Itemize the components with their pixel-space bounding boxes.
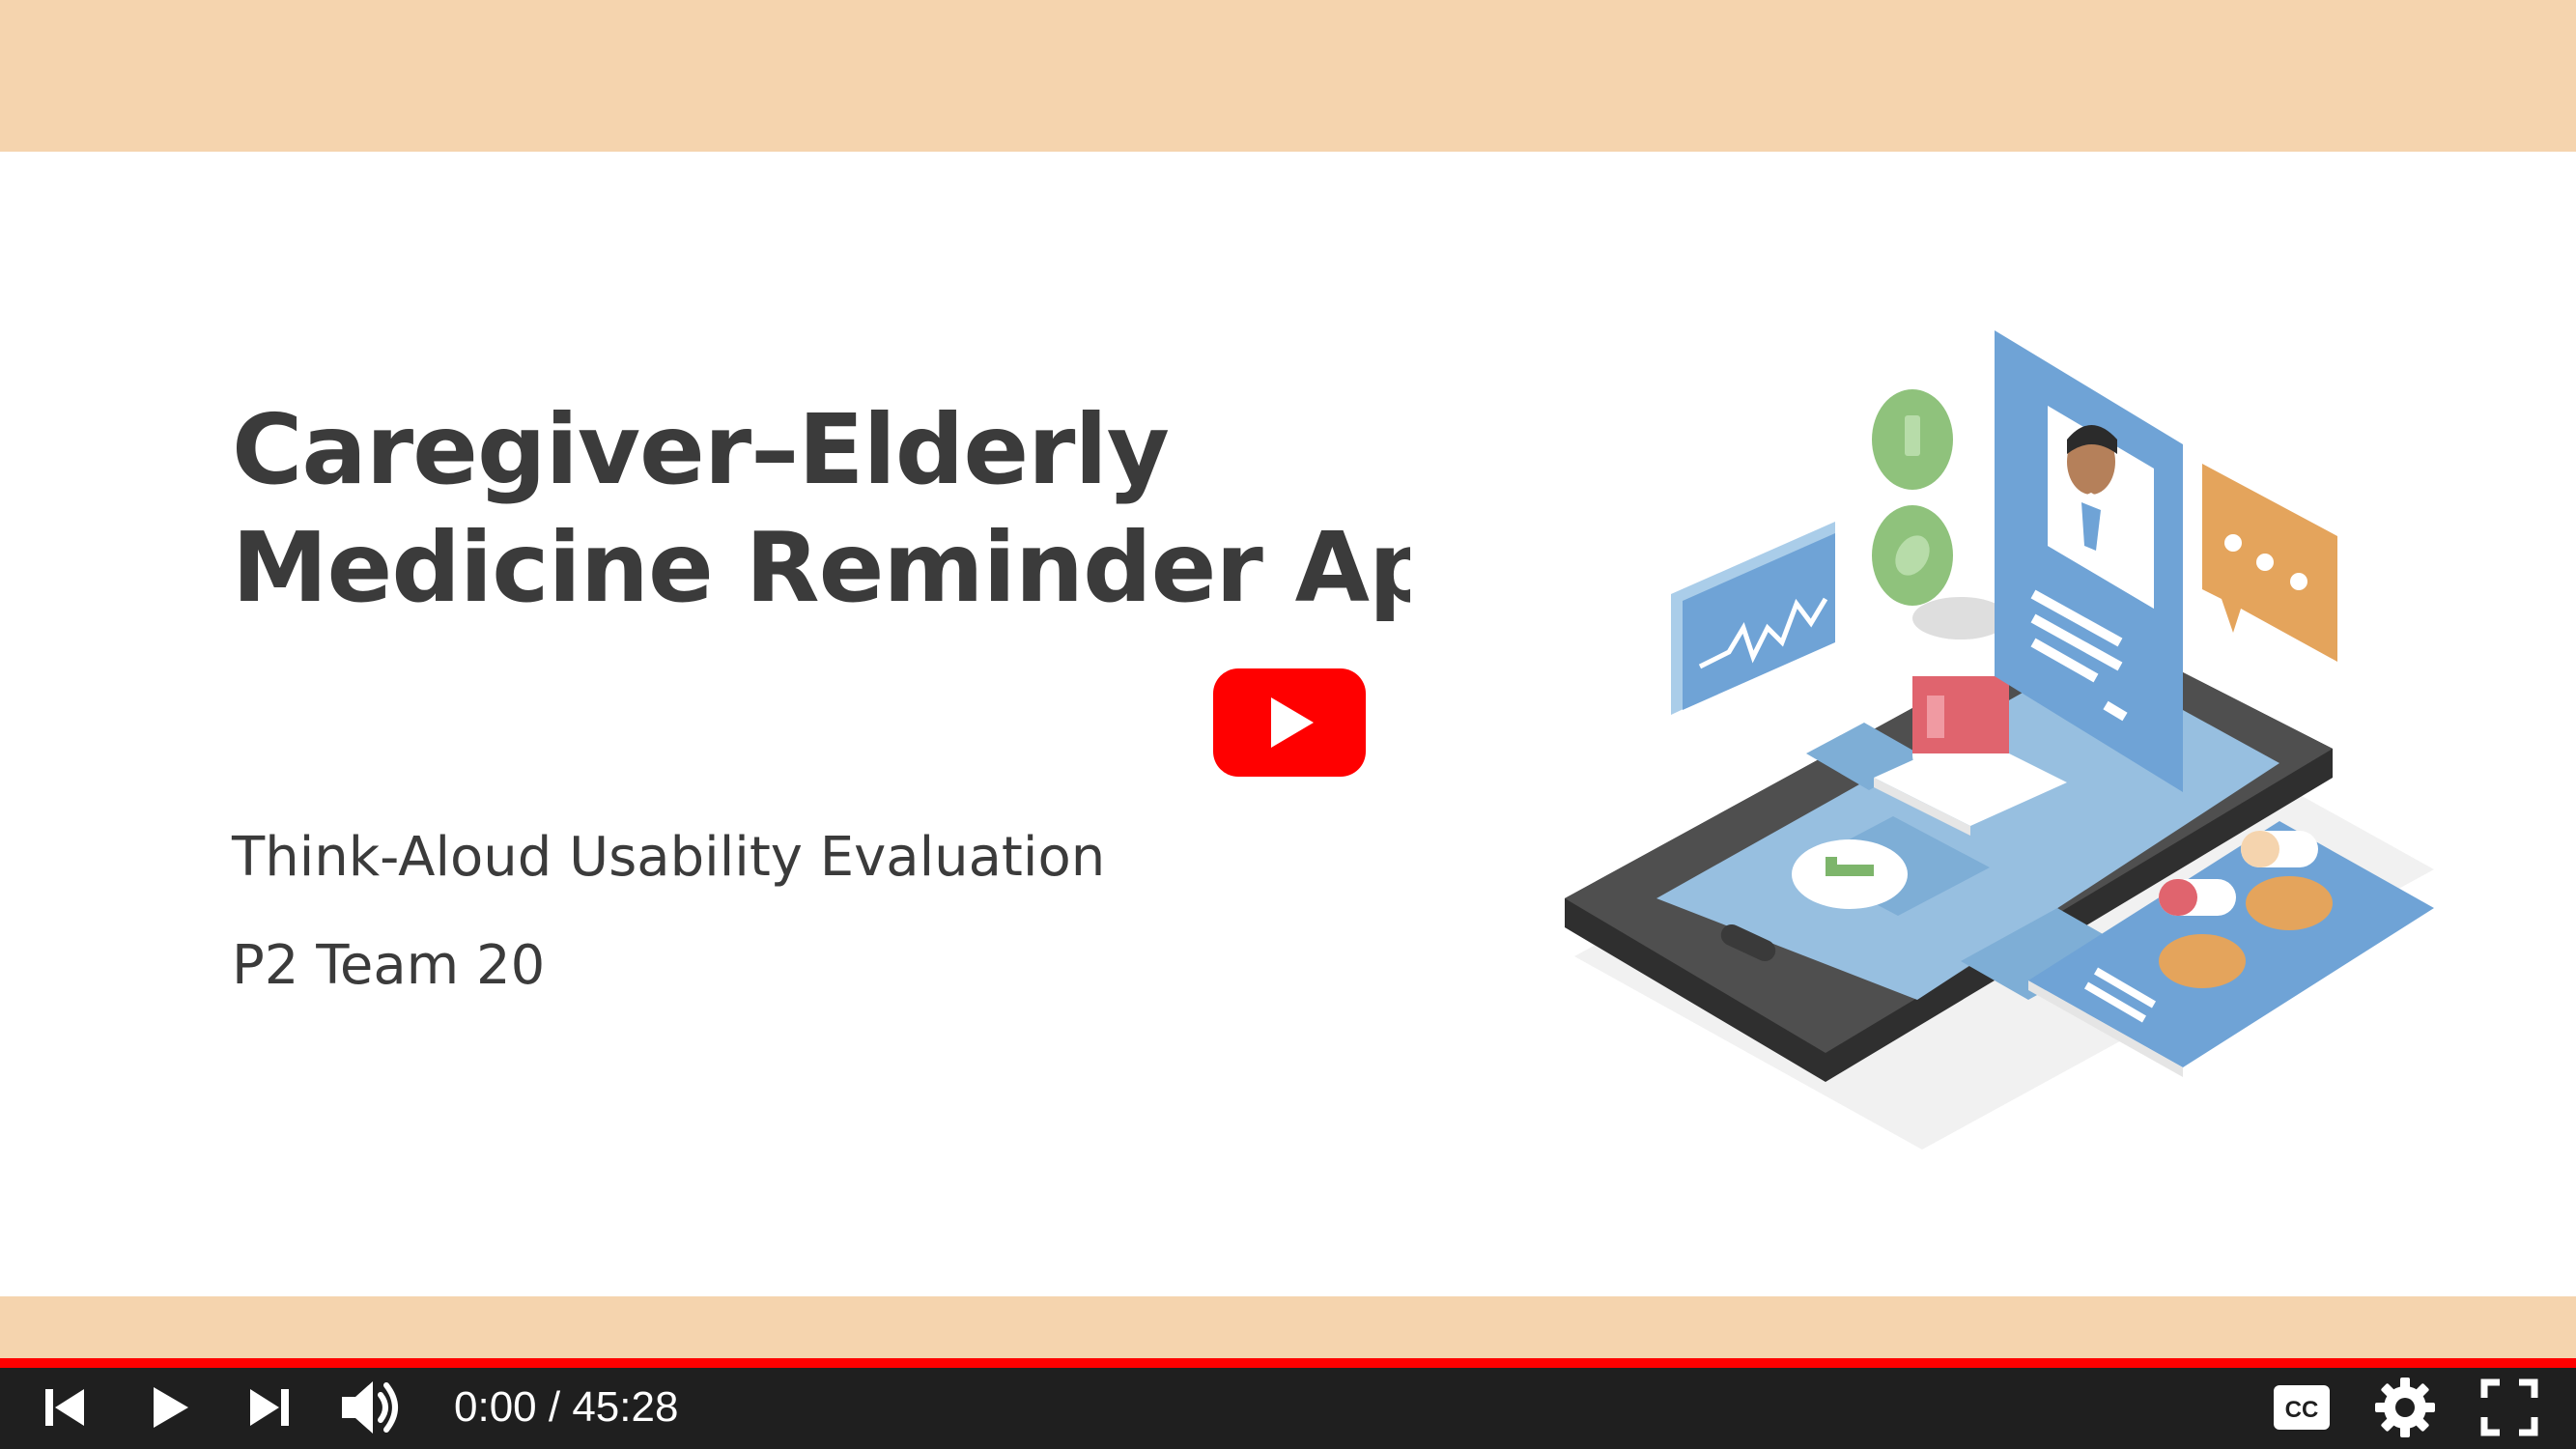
previous-button[interactable] xyxy=(37,1374,91,1441)
slide-subtitle: Think-Aloud Usability Evaluation xyxy=(232,826,1106,889)
captions-icon: CC xyxy=(2274,1385,2330,1430)
play-icon xyxy=(154,1387,188,1428)
top-frame-band xyxy=(0,0,2576,152)
settings-button[interactable] xyxy=(2371,1374,2439,1441)
slide-title-line-2: Medicine Reminder App xyxy=(232,511,1410,624)
progress-bar[interactable] xyxy=(0,1358,2576,1368)
volume-button[interactable] xyxy=(338,1374,406,1441)
bottom-frame-band xyxy=(0,1296,2576,1362)
next-icon xyxy=(250,1389,289,1426)
player-control-bar xyxy=(0,1362,2576,1449)
slide-title-line-1: Caregiver–Elderly xyxy=(232,393,1170,506)
volume-icon xyxy=(342,1381,398,1434)
fullscreen-icon xyxy=(2480,1378,2538,1436)
time-separator: / xyxy=(536,1383,573,1431)
slide-title: Caregiver–Elderly Medicine Reminder App xyxy=(232,391,1410,652)
current-time: 0:00 xyxy=(454,1383,537,1431)
play-button[interactable] xyxy=(143,1374,197,1441)
settings-icon xyxy=(2375,1378,2435,1437)
captions-button[interactable]: CC xyxy=(2270,1374,2334,1441)
fullscreen-button[interactable] xyxy=(2477,1374,2541,1441)
next-button[interactable] xyxy=(243,1374,297,1441)
svg-text:CC: CC xyxy=(2285,1397,2319,1423)
youtube-play-icon xyxy=(1213,668,1366,777)
time-display: 0:00 / 45:28 xyxy=(454,1374,678,1441)
previous-icon xyxy=(45,1389,84,1426)
medical-app-illustration xyxy=(1565,330,2434,1150)
slide-team-label: P2 Team 20 xyxy=(232,934,546,997)
duration: 45:28 xyxy=(572,1383,679,1431)
youtube-play-button[interactable] xyxy=(1213,668,1366,777)
